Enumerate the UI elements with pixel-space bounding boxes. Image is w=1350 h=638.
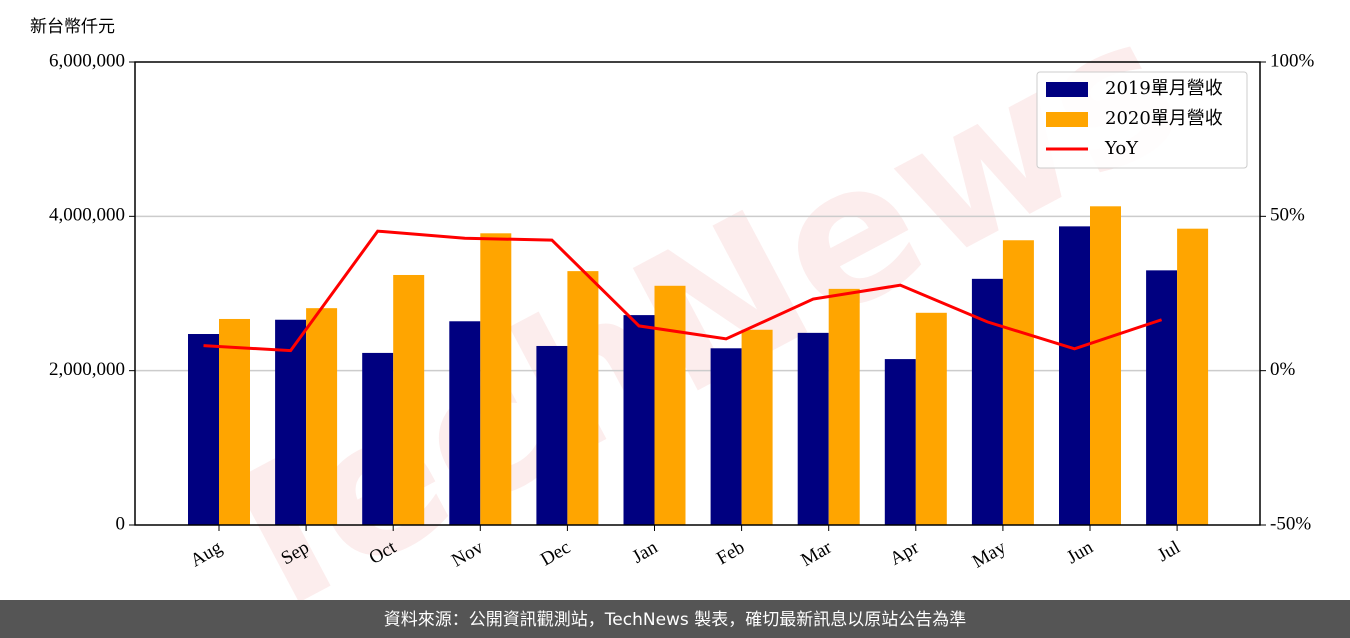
x-tick-label: Jul	[1154, 537, 1184, 566]
line	[203, 229, 1163, 353]
bar	[1177, 228, 1209, 525]
bar	[971, 278, 1003, 525]
legend-label: 2019單月營收	[1105, 78, 1223, 99]
legend-label: YoY	[1104, 138, 1139, 159]
bar	[884, 359, 916, 525]
x-tick-label: Feb	[713, 537, 748, 569]
x-tick-label: May	[969, 537, 1010, 573]
footer: 資料來源：公開資訊觀測站，TechNews 製表，確切最新訊息以原站公告為準	[384, 610, 966, 630]
x-tick-label: Jun	[1063, 537, 1097, 569]
legend-box	[1036, 71, 1248, 169]
x-tick-label: Mar	[797, 537, 835, 571]
y-tick-label: 0	[116, 513, 126, 534]
bar	[362, 352, 394, 525]
y-tick-label: 6,000,000	[49, 50, 125, 71]
bar	[536, 345, 568, 525]
y2-tick-label: 100%	[1270, 50, 1315, 71]
bar	[654, 285, 686, 525]
bar	[567, 271, 599, 525]
plot-frame	[134, 61, 1261, 526]
x-tick-label: Apr	[886, 537, 923, 570]
bar	[219, 318, 250, 525]
bar	[480, 233, 512, 525]
bar	[449, 321, 481, 525]
y2-tick-label: 50%	[1270, 205, 1305, 226]
bar	[1059, 226, 1090, 526]
y-tick-label: 2,000,000	[49, 359, 125, 380]
bar	[828, 288, 860, 525]
legend-swatch	[1046, 82, 1088, 97]
y-axis-label: 新台幣仟元	[30, 17, 115, 37]
y2-tick-label: -50%	[1270, 513, 1311, 534]
x-tick-label: Dec	[537, 537, 574, 570]
footer-bar	[0, 600, 1350, 638]
y-tick-label: 4,000,000	[49, 205, 125, 226]
bar	[188, 334, 219, 525]
bar	[741, 329, 773, 525]
bar	[1146, 270, 1178, 525]
y2-tick-label: 0%	[1270, 359, 1296, 380]
x-tick-label: Jan	[629, 537, 662, 568]
legend-swatch	[1046, 112, 1088, 127]
bar	[275, 319, 307, 525]
bar	[915, 312, 947, 525]
bar	[797, 332, 829, 525]
bar	[1090, 206, 1121, 525]
bar	[710, 348, 742, 525]
bar	[1002, 240, 1034, 525]
legend-label: 2020單月營收	[1105, 108, 1223, 129]
bar	[306, 308, 338, 525]
bar	[623, 315, 655, 525]
bar	[393, 274, 425, 525]
